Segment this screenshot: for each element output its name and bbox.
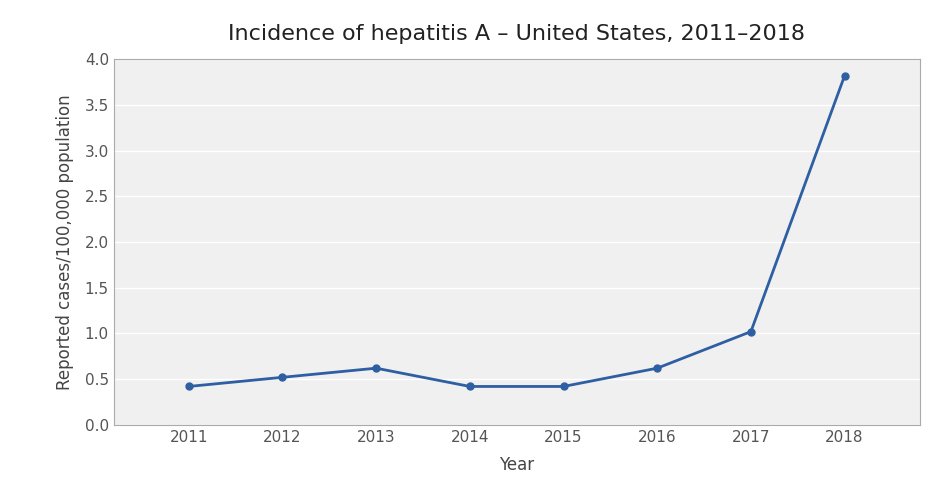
X-axis label: Year: Year (499, 456, 535, 474)
Y-axis label: Reported cases/100,000 population: Reported cases/100,000 population (56, 94, 74, 390)
Title: Incidence of hepatitis A – United States, 2011–2018: Incidence of hepatitis A – United States… (228, 24, 805, 44)
